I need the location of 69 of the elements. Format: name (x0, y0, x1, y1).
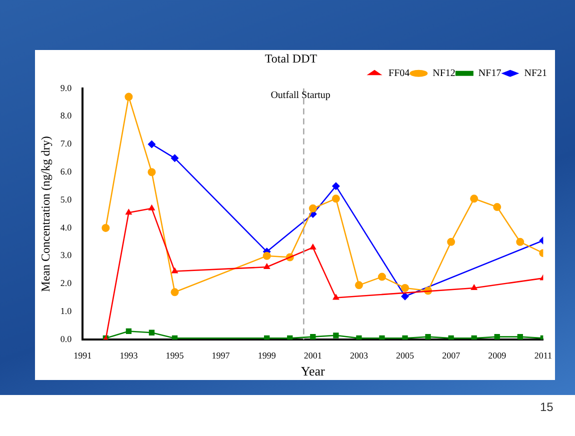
ref-line-label: Outfall Startup (270, 90, 330, 102)
legend-label: FF04 (388, 68, 410, 80)
point (148, 330, 155, 336)
point (125, 208, 132, 215)
point (264, 335, 270, 340)
point (148, 204, 156, 210)
legend-label: NF17 (478, 68, 502, 80)
point (402, 335, 408, 340)
y-tick-label: 5.0 (60, 194, 72, 204)
point (332, 182, 340, 190)
point (262, 252, 271, 260)
x-tick-label: 1995 (166, 350, 184, 360)
point (287, 335, 293, 340)
point (332, 294, 340, 300)
y-tick-label: 7.0 (60, 138, 72, 149)
y-tick-label: 8.0 (60, 110, 72, 121)
x-tick-label: 2001 (304, 350, 322, 360)
point (448, 335, 454, 340)
x-tick-label: 2009 (488, 350, 507, 360)
x-tick-label: 1991 (74, 350, 92, 360)
point (172, 335, 178, 340)
point (517, 334, 523, 340)
point (332, 194, 340, 203)
x-axis-title: Year (300, 364, 326, 379)
legend-label: NF21 (524, 68, 548, 80)
point (356, 335, 362, 340)
point (124, 92, 133, 101)
point (170, 154, 179, 162)
chart-title: Total DDT (264, 51, 318, 66)
point (308, 204, 317, 212)
point (126, 328, 132, 334)
point (401, 284, 410, 292)
point (263, 263, 270, 270)
y-tick-label: 0.0 (60, 334, 72, 344)
y-tick-label: 1.0 (60, 306, 72, 316)
x-tick-label: 2003 (350, 350, 368, 360)
point (309, 243, 316, 250)
legend-label: NF12 (432, 68, 456, 80)
point (447, 238, 456, 246)
point (494, 334, 500, 340)
y-tick-label: 6.0 (60, 166, 72, 176)
point (378, 272, 386, 281)
y-tick-label: 2.0 (60, 278, 72, 288)
point (333, 332, 339, 338)
x-tick-label: 2005 (396, 350, 415, 360)
point (470, 284, 478, 290)
y-axis-title: Mean Concentration (ng/kg dry) (38, 136, 52, 292)
point (471, 335, 477, 340)
point (493, 203, 502, 212)
point (148, 168, 156, 176)
x-tick-label: 2007 (442, 350, 461, 360)
point (170, 288, 179, 296)
y-tick-label: 9.0 (60, 82, 72, 93)
text: 15 (540, 400, 554, 414)
point (470, 194, 478, 203)
point (379, 335, 385, 340)
point (354, 281, 363, 290)
point (102, 224, 110, 232)
x-tick-label: 2011 (534, 350, 552, 360)
point (148, 140, 156, 148)
point (425, 334, 431, 340)
point (516, 238, 524, 246)
x-tick-label: 1997 (212, 350, 230, 360)
y-tick-label: 4.0 (60, 222, 72, 232)
x-tick-label: 1999 (258, 350, 276, 360)
y-tick-label: 3.0 (60, 250, 72, 260)
x-tick-label: 1993 (120, 350, 138, 360)
point (171, 267, 178, 274)
point (310, 334, 316, 340)
